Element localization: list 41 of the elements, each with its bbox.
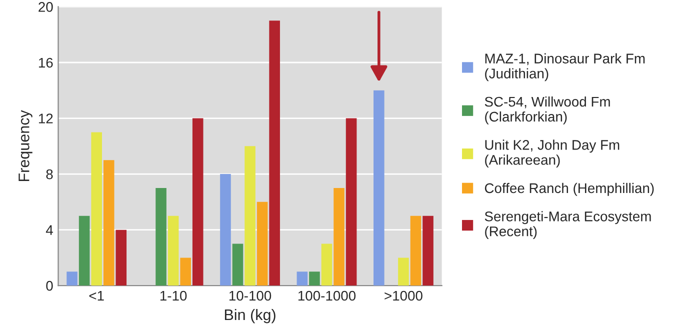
x-tick-label: <1	[89, 290, 104, 301]
bar	[156, 188, 166, 286]
bar	[192, 118, 204, 286]
y-tick-label: 16	[38, 58, 53, 68]
bar	[296, 272, 308, 286]
bar	[410, 216, 422, 286]
y-axis-title: Frequency	[18, 110, 32, 181]
y-tick-label: 4	[46, 225, 53, 235]
bar	[334, 188, 344, 286]
bar	[422, 216, 434, 286]
legend-label: Serengeti-Mara Ecosystem (Recent)	[484, 211, 651, 240]
bar	[232, 244, 244, 286]
bar	[78, 216, 90, 286]
y-tick-label: 0	[46, 280, 53, 291]
bar	[321, 244, 332, 286]
y-tick-label: 8	[46, 169, 53, 180]
y-tick-label: 12	[38, 114, 53, 124]
legend-label: SC-54, Willwood Fm (Clarkforkian)	[484, 96, 610, 124]
bar	[256, 202, 268, 286]
y-tick-label: 20	[38, 2, 53, 12]
bar	[168, 216, 179, 286]
bar	[269, 20, 280, 286]
bar	[244, 146, 256, 286]
bar	[398, 258, 409, 286]
bar	[346, 118, 357, 286]
legend-label: Coffee Ranch (Hemphillian)	[484, 182, 654, 196]
bar	[309, 272, 320, 286]
x-tick-label: 1-10	[160, 290, 187, 301]
bar	[374, 90, 384, 286]
bar	[91, 132, 102, 286]
x-tick-label: 10-100	[229, 290, 272, 301]
legend-label: MAZ-1, Dinosaur Park Fm (Judithian)	[485, 53, 645, 82]
bar	[66, 272, 78, 286]
bar	[103, 160, 114, 286]
x-axis-title: Bin (kg)	[224, 308, 276, 324]
legend-label: Unit K2, John Day Fm (Arikareean)	[485, 140, 620, 168]
bar	[220, 174, 231, 286]
bar	[116, 230, 127, 286]
bar	[180, 258, 191, 286]
x-tick-label: 100-1000	[298, 290, 356, 301]
x-tick-label: >1000	[384, 290, 422, 301]
